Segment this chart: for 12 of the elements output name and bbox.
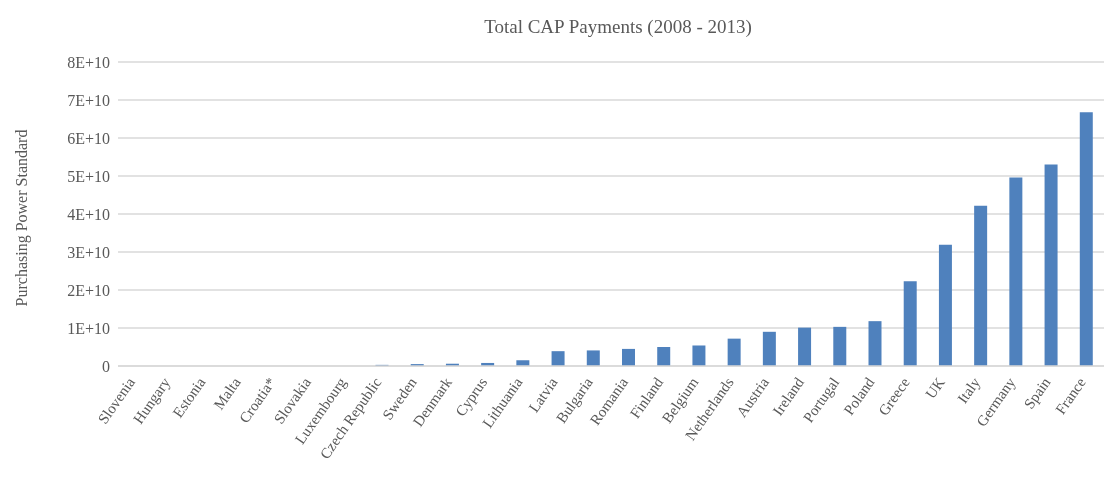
y-tick-label: 1E+10	[67, 319, 110, 337]
y-tick-label: 2E+10	[67, 281, 110, 299]
chart-title: Total CAP Payments (2008 - 2013)	[483, 16, 753, 38]
y-axis-title: Purchasing Power Standard	[13, 129, 32, 307]
y-tick-label: 7E+10	[67, 91, 110, 109]
y-tick-label: 8E+10	[67, 53, 110, 71]
y-tick-label: 5E+10	[67, 167, 110, 185]
y-tick-label: 3E+10	[67, 243, 110, 261]
y-tick-label: 6E+10	[67, 129, 110, 147]
y-tick-label: 4E+10	[67, 205, 110, 223]
x-tick-label: UK	[922, 374, 949, 402]
y-tick-label: 0	[102, 357, 110, 375]
